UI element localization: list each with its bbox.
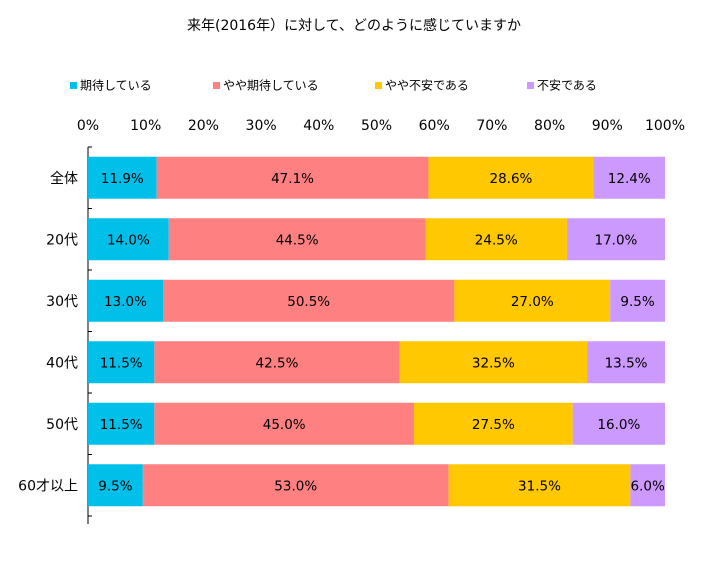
y-axis [87, 146, 92, 524]
category-label: 20代 [46, 232, 78, 248]
bar-segment [168, 218, 426, 261]
data-label: 42.5% [256, 355, 299, 371]
bar-segment [163, 279, 455, 322]
category-label: 50代 [46, 417, 78, 433]
data-label: 31.5% [518, 478, 561, 494]
category-label: 60才以上 [18, 478, 78, 494]
x-tick-label: 20% [188, 118, 219, 134]
bar-segment [428, 156, 594, 199]
x-tick-label: 60% [419, 118, 450, 134]
bar-segment [88, 279, 164, 322]
bar-segment [88, 341, 155, 384]
bar-segment [454, 279, 611, 322]
bar-segment [572, 402, 665, 445]
data-label: 50.5% [287, 294, 330, 310]
data-label: 11.5% [100, 417, 143, 433]
legend-label: 不安である [537, 78, 597, 93]
data-label: 45.0% [263, 417, 306, 433]
data-label: 13.5% [605, 355, 648, 371]
bar-segment [154, 341, 400, 384]
data-label: 14.0% [107, 232, 150, 248]
x-tick-label: 10% [130, 118, 161, 134]
data-label: 47.1% [271, 171, 314, 187]
data-label: 28.6% [489, 171, 532, 187]
legend-label: 期待している [80, 79, 152, 93]
bar-segment [448, 464, 631, 507]
x-tick-label: 50% [361, 118, 392, 134]
category-labels: 全体 20代 30代 40代 50代 60才以上 [18, 170, 78, 495]
data-label: 16.0% [597, 417, 640, 433]
data-label: 17.0% [595, 232, 638, 248]
x-axis-ticks: 0% 10% 20% 30% 40% 50% 60% 70% 80% 90% 100% [77, 118, 685, 134]
category-label: 40代 [46, 355, 78, 371]
bars: 11.9% 47.1% 28.6% 12.4% 14.0% 44.5% 24.5% 17.0%… [88, 156, 665, 507]
bar-segment [88, 464, 143, 507]
legend-label: やや期待している [223, 79, 319, 93]
data-label: 9.5% [98, 478, 132, 494]
x-tick-label: 0% [77, 118, 99, 134]
data-label: 27.0% [511, 294, 554, 310]
bar-segment [88, 218, 169, 261]
data-label: 9.5% [620, 294, 654, 310]
data-label: 24.5% [475, 232, 518, 248]
data-label: 13.0% [104, 294, 147, 310]
data-label: 53.0% [274, 478, 317, 494]
bar-segment [630, 464, 665, 507]
bar-segment [154, 402, 415, 445]
legend-swatch [70, 82, 77, 89]
data-label: 11.9% [101, 171, 144, 187]
bar-segment [156, 156, 429, 199]
bar-segment [566, 218, 665, 261]
bar-segment [399, 341, 588, 384]
x-tick-label: 100% [645, 118, 685, 134]
chart-title: 来年(2016年）に対して、どのように感じていますか [187, 17, 521, 34]
bar-segment [142, 464, 449, 507]
x-tick-label: 70% [476, 118, 507, 134]
data-label: 32.5% [472, 355, 515, 371]
bar-segment [593, 156, 665, 199]
legend-label: やや不安である [385, 78, 469, 93]
legend-swatch [527, 82, 534, 89]
data-label: 6.0% [631, 478, 665, 494]
bar-segment [414, 402, 573, 445]
data-label: 27.5% [472, 417, 515, 433]
bar-segment [425, 218, 567, 261]
bar-segment [88, 402, 155, 445]
x-tick-label: 90% [592, 118, 623, 134]
data-label: 11.5% [100, 355, 143, 371]
data-label: 12.4% [608, 171, 651, 187]
legend-swatch [375, 82, 382, 89]
x-tick-label: 30% [246, 118, 277, 134]
category-label: 30代 [46, 294, 78, 310]
x-tick-label: 40% [303, 118, 334, 134]
legend: 期待している やや期待している やや不安である 不安である [70, 78, 597, 93]
legend-swatch [213, 82, 220, 89]
category-label: 全体 [50, 170, 78, 187]
bar-segment [587, 341, 665, 384]
x-tick-label: 80% [534, 118, 565, 134]
bar-segment [88, 156, 157, 199]
bar-segment [610, 279, 665, 322]
data-label: 44.5% [276, 232, 319, 248]
